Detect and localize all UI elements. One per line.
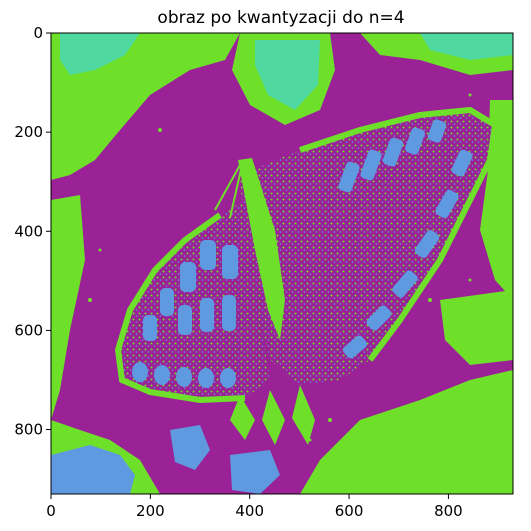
y-tick-label: 200 — [14, 123, 43, 141]
x-tick-label: 800 — [434, 502, 463, 520]
y-tick-label: 600 — [14, 321, 43, 339]
y-tick-label: 400 — [14, 222, 43, 240]
y-tick-label: 0 — [33, 24, 43, 42]
figure-title: obraz po kwantyzacji do n=4 — [157, 8, 404, 28]
x-tick-label: 600 — [335, 502, 364, 520]
y-axis: 0 200 400 600 800 — [14, 24, 51, 439]
x-tick-label: 0 — [46, 502, 56, 520]
quantized-image — [51, 33, 513, 494]
x-axis: 0 200 400 600 800 — [46, 494, 463, 520]
y-tick-label: 800 — [14, 421, 43, 439]
x-tick-label: 200 — [136, 502, 165, 520]
x-tick-label: 400 — [235, 502, 264, 520]
